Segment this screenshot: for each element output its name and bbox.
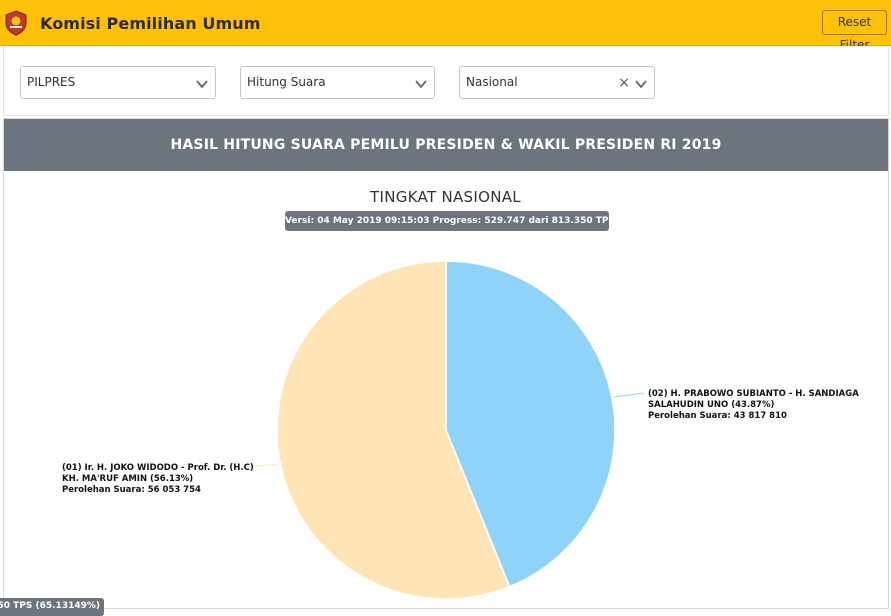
slice-label-01-line1: (01) Ir. H. JOKO WIDODO - Prof. Dr. (H.C…	[62, 463, 254, 473]
slice-label-02-line1: (02) H. PRABOWO SUBIANTO - H. SANDIAGA	[648, 389, 859, 399]
slice-label-02-line3: Perolehan Suara: 43 817 810	[648, 411, 787, 421]
region-value: Nasional	[466, 75, 518, 89]
pie-slice-01	[276, 260, 511, 600]
slice-label-02-line2: SALAHUDIN UNO (43.87%)	[648, 400, 775, 410]
leader-line-02	[613, 392, 645, 398]
top-bar: Komisi Pemilihan Umum Reset Filter	[0, 0, 891, 52]
slice-label-02: (02) H. PRABOWO SUBIANTO - H. SANDIAGA S…	[648, 389, 878, 422]
close-icon[interactable]: ×	[618, 75, 630, 91]
slice-label-01-line3: Perolehan Suara: 56 053 754	[62, 485, 201, 495]
region-select[interactable]: Nasional ×	[459, 66, 655, 99]
leader-line-01	[246, 463, 279, 468]
panel-header: HASIL HITUNG SUARA PEMILU PRESIDEN & WAK…	[4, 119, 888, 171]
chart-title: TINGKAT NASIONAL	[370, 188, 521, 206]
election-type-value: PILPRES	[27, 75, 76, 89]
count-mode-value: Hitung Suara	[247, 75, 326, 89]
bottom-progress-badge: 3.350 TPS (65.13149%)	[0, 598, 104, 616]
pie-slice-02	[445, 260, 616, 588]
kpu-logo-icon	[5, 10, 27, 36]
app-title: Komisi Pemilihan Umum	[40, 14, 261, 33]
count-mode-select[interactable]: Hitung Suara	[240, 66, 435, 99]
slice-label-01-line2: KH. MA'RUF AMIN (56.13%)	[62, 474, 194, 484]
chevron-down-icon	[415, 80, 427, 89]
filter-bar: PILPRES Hitung Suara Nasional ×	[3, 46, 889, 116]
election-type-select[interactable]: PILPRES	[20, 66, 216, 99]
slice-label-01: (01) Ir. H. JOKO WIDODO - Prof. Dr. (H.C…	[62, 463, 262, 496]
chevron-down-icon	[635, 80, 647, 89]
panel-title: HASIL HITUNG SUARA PEMILU PRESIDEN & WAK…	[170, 137, 722, 153]
version-progress-badge: Versi: 04 May 2019 09:15:03 Progress: 52…	[285, 211, 609, 231]
chevron-down-icon	[196, 80, 208, 89]
